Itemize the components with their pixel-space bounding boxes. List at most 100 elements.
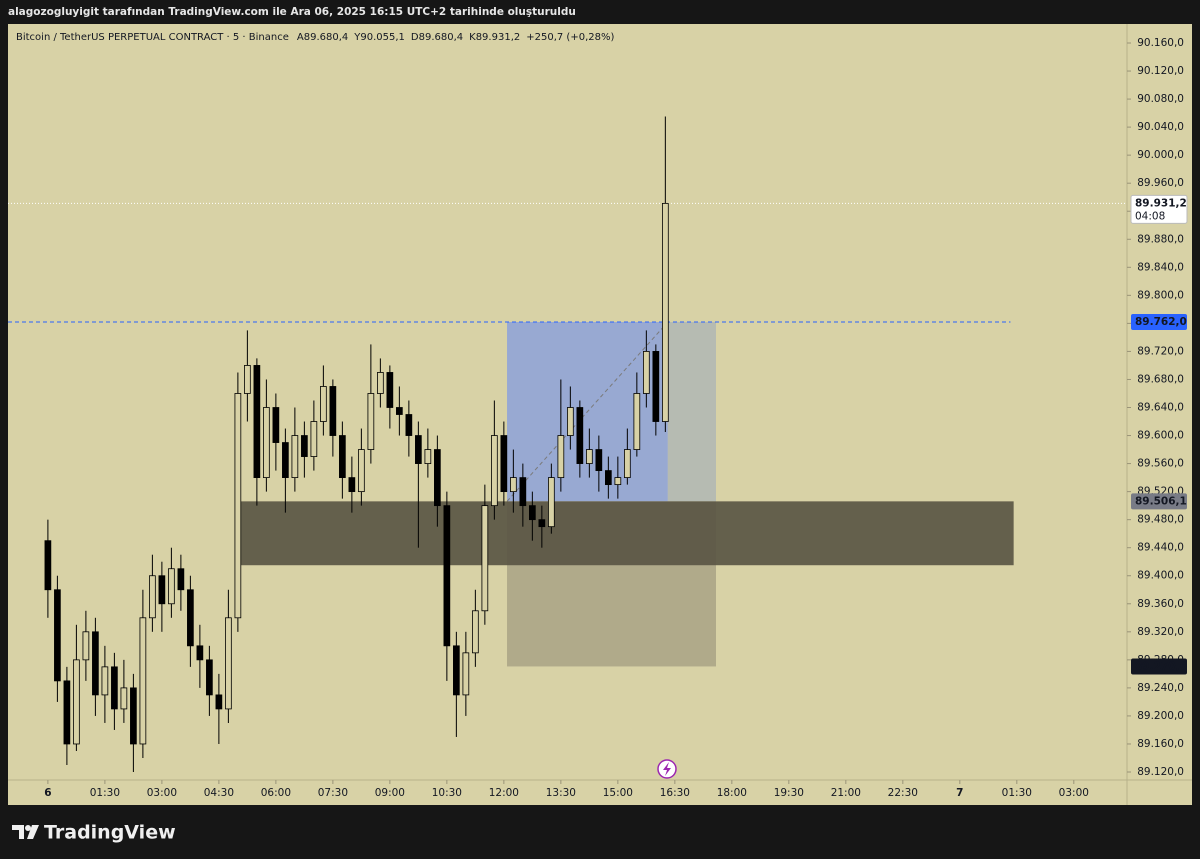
candle-body xyxy=(44,540,52,591)
candle-body xyxy=(396,407,403,415)
candle-body xyxy=(291,435,299,479)
candle-body xyxy=(187,589,194,647)
x-tick-label: 18:00 xyxy=(717,787,747,799)
y-tick-label: 89.600,0 xyxy=(1137,430,1184,442)
y-tick-label: 90.000,0 xyxy=(1137,149,1184,161)
candle-body xyxy=(661,202,669,422)
candle-body xyxy=(538,519,546,528)
y-tick-label: 89.320,0 xyxy=(1137,626,1184,638)
candle-body xyxy=(386,372,394,408)
candle-body xyxy=(101,666,109,696)
brand-logo: TradingView xyxy=(12,822,176,844)
price-badge-label: 89.931,2 xyxy=(1135,197,1187,209)
candle-body xyxy=(263,407,270,479)
price-badge xyxy=(1130,194,1188,224)
x-tick-label: 22:30 xyxy=(888,787,918,799)
candle-body xyxy=(253,365,261,478)
candle-body xyxy=(348,477,356,493)
plot-area xyxy=(8,116,1127,773)
candle-body xyxy=(120,687,128,710)
candle-body xyxy=(234,393,242,619)
y-tick-label: 89.480,0 xyxy=(1137,514,1184,526)
y-tick-label: 90.160,0 xyxy=(1137,37,1184,49)
candle-body xyxy=(82,631,90,661)
x-tick-label: 7 xyxy=(956,787,963,799)
y-tick-label: 90.080,0 xyxy=(1137,93,1184,105)
price-badge xyxy=(1131,493,1187,510)
candle-body xyxy=(177,568,185,591)
x-tick-label: 01:30 xyxy=(1002,787,1032,799)
candle-body xyxy=(377,372,384,394)
symbol: Bitcoin / TetherUS PERPETUAL CONTRACT · … xyxy=(16,32,289,43)
candle-body xyxy=(519,477,527,507)
ohlc-label: Y90.055,1 xyxy=(353,32,405,43)
y-tick-label: 89.200,0 xyxy=(1137,710,1184,722)
candle-body xyxy=(149,575,156,619)
candle-body xyxy=(623,449,631,479)
candle-body xyxy=(329,386,337,436)
candle-body xyxy=(415,435,422,464)
candle-body xyxy=(215,694,223,710)
target-zone-rest xyxy=(667,321,717,502)
y-tick-label: 90.040,0 xyxy=(1137,121,1184,133)
alert-icon xyxy=(657,759,677,779)
candle-body xyxy=(358,449,365,493)
candle-body xyxy=(481,505,489,612)
candle-body xyxy=(443,505,451,647)
candle-body xyxy=(111,666,118,710)
candle-body xyxy=(272,407,280,443)
x-tick-label: 03:00 xyxy=(1059,787,1089,799)
x-tick-label: 13:30 xyxy=(546,787,576,799)
candle-body xyxy=(652,351,660,422)
legend: Bitcoin / TetherUS PERPETUAL CONTRACT · … xyxy=(16,32,614,43)
x-tick-label: 10:30 xyxy=(432,787,462,799)
candle-body xyxy=(529,505,536,521)
y-tick-label: 89.680,0 xyxy=(1137,373,1184,385)
y-tick-label: 89.440,0 xyxy=(1137,542,1184,554)
candle-body xyxy=(586,449,593,464)
candle-body xyxy=(576,407,584,464)
price-badge xyxy=(1131,313,1187,330)
change-label: +250,7 (+0,28%) xyxy=(526,32,614,43)
candle-body xyxy=(225,617,232,710)
y-tick-label: 89.360,0 xyxy=(1137,598,1184,610)
y-tick-label: 89.560,0 xyxy=(1137,458,1184,470)
price-badge-label: 89.762,0 xyxy=(1135,316,1187,328)
x-tick-label: 01:30 xyxy=(90,787,120,799)
caption: alagozogluyigit tarafından TradingView.c… xyxy=(8,6,576,18)
x-tick-label: 21:00 xyxy=(831,787,861,799)
candle-body xyxy=(434,449,441,507)
candle-body xyxy=(633,393,641,450)
candle-body xyxy=(339,435,346,479)
candle-body xyxy=(548,477,555,528)
candle-body xyxy=(453,645,460,696)
x-tick-label: 16:30 xyxy=(660,787,690,799)
candle-body xyxy=(605,470,612,486)
candle-body xyxy=(462,652,470,696)
x-tick-label: 12:00 xyxy=(489,787,519,799)
y-tick-label: 89.240,0 xyxy=(1137,682,1184,694)
candle-body xyxy=(92,631,99,696)
candle-body xyxy=(472,610,479,654)
candle-body xyxy=(405,414,413,436)
y-tick-label: 89.640,0 xyxy=(1137,402,1184,414)
candle-body xyxy=(73,659,80,745)
candle-body xyxy=(301,435,308,457)
x-tick-label: 19:30 xyxy=(774,787,804,799)
candle-body xyxy=(614,477,622,486)
axes: 90.160,0 90.120,0 90.080,0 90.040,0 90.000,0… xyxy=(44,37,1188,799)
candle-body xyxy=(206,659,213,696)
price-badge xyxy=(1131,658,1187,675)
candle-body xyxy=(196,645,204,661)
candle-body xyxy=(244,365,251,394)
candle-body xyxy=(500,435,508,493)
candle-body xyxy=(510,477,517,493)
countdown-label: 04:08 xyxy=(1135,210,1165,222)
brand: TradingView xyxy=(44,822,176,844)
candle-body xyxy=(595,449,603,471)
x-tick-label: 06:00 xyxy=(261,787,291,799)
candle-body xyxy=(139,617,147,745)
candle-body xyxy=(557,435,565,479)
